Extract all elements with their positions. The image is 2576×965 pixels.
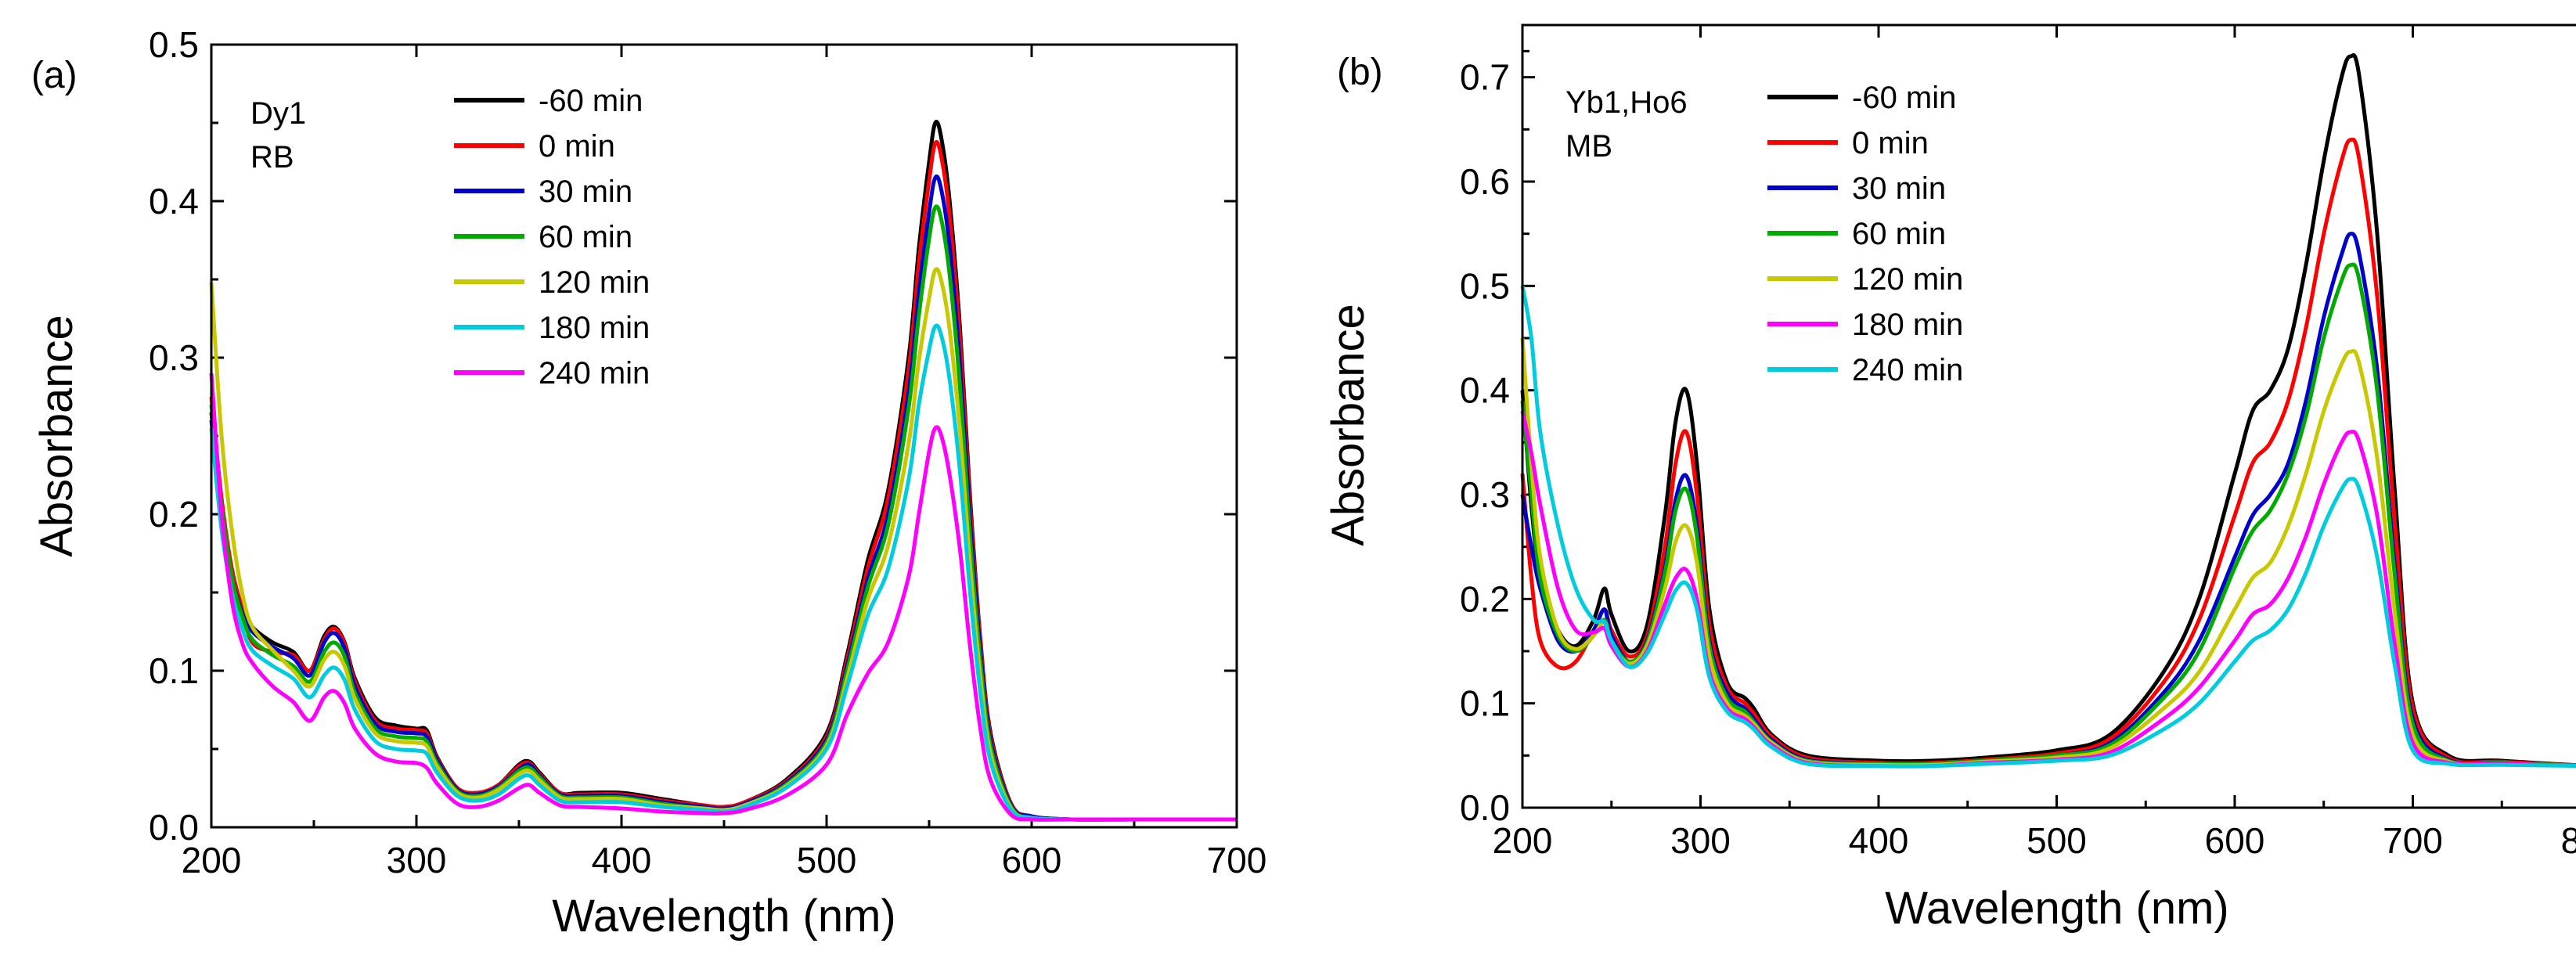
- x-tick-label: 200: [182, 840, 242, 880]
- x-tick-label: 600: [2205, 820, 2265, 861]
- legend-label: 60 min: [1852, 217, 1946, 251]
- plot-frame: [210, 43, 1238, 829]
- legend: -60 min 0 min 30 min 60 min 120 min 180 min 24…: [454, 84, 650, 391]
- y-tick-label: 0.3: [1460, 474, 1510, 515]
- legend: -60 min 0 min 30 min 60 min 120 min 180 min 24…: [1767, 81, 1963, 387]
- series-group: [209, 120, 1237, 822]
- series-line-30-min: [209, 174, 1237, 822]
- series-line-180-min: [1520, 410, 2576, 769]
- x-axis-label: Wavelength (nm): [552, 891, 895, 942]
- series-line-240-min: [209, 373, 1237, 822]
- x-tick-label: 700: [2383, 820, 2443, 861]
- annotation-line-2: MB: [1565, 129, 1612, 164]
- y-tick-label: 0.1: [149, 650, 199, 691]
- y-tick-label: 0.1: [1460, 683, 1510, 724]
- axis-ticks: [1521, 25, 2503, 809]
- legend-label: 0 min: [1852, 126, 1929, 160]
- series-line-120-min: [209, 267, 1237, 822]
- y-tick-label: 0.4: [149, 181, 199, 221]
- y-tick-label: 0.0: [149, 807, 199, 848]
- legend-label: 240 min: [539, 356, 650, 391]
- series-line-180-min: [209, 323, 1237, 822]
- y-tick-label: 0.3: [149, 337, 199, 378]
- x-tick-label: 500: [797, 840, 857, 880]
- annotation-line-2: RB: [250, 140, 294, 175]
- annotation-line-1: Yb1,Ho6: [1565, 85, 1688, 120]
- legend-label: 180 min: [1852, 308, 1963, 342]
- legend-label: -60 min: [1852, 81, 1956, 115]
- legend-label: 240 min: [1852, 353, 1963, 387]
- x-tick-label: 800: [2561, 820, 2576, 861]
- x-tick-label: 300: [1670, 820, 1731, 861]
- legend-label: 0 min: [539, 129, 615, 164]
- series-group: [1520, 52, 2576, 769]
- panel-label: (a): [31, 55, 77, 96]
- legend-label: 60 min: [539, 220, 632, 254]
- y-tick-label: 0.5: [1460, 265, 1510, 306]
- x-tick-label: 500: [2027, 820, 2087, 861]
- tick-labels: 200 300 400 500 600 700 0.0 0.1 0.2 0.3 0.4 0.5: [149, 24, 1266, 880]
- legend-label: 30 min: [539, 175, 632, 209]
- series-line-60-min: [1520, 262, 2576, 768]
- tick-labels: 200 300 400 500 600 700 800 0.0 0.1 0.2 0.3 0.4 0.5 0…: [1460, 57, 2576, 861]
- annotation-line-1: Dy1: [250, 96, 306, 131]
- x-tick-label: 400: [1849, 820, 1909, 861]
- y-tick-label: 0.6: [1460, 161, 1510, 202]
- y-tick-label: 0.2: [1460, 578, 1510, 619]
- x-tick-label: 300: [387, 840, 447, 880]
- legend-label: 120 min: [539, 265, 650, 300]
- series-line-240-min: [1520, 285, 2576, 769]
- panel-b: (b) Yb1,Ho6 MB Wavelength (nm) Absorbanc…: [1323, 23, 2576, 934]
- y-tick-label: 0.2: [149, 494, 199, 535]
- series-line--60-min: [1520, 52, 2576, 768]
- panel-label: (b): [1337, 52, 1383, 93]
- panel-a: (a) Dy1 RB Wavelength (nm) Absorbance 20…: [31, 24, 1266, 942]
- x-tick-label: 400: [592, 840, 652, 880]
- y-axis-label: Absorbance: [1323, 304, 1374, 546]
- y-tick-label: 0.7: [1460, 57, 1510, 98]
- x-tick-label: 200: [1493, 820, 1553, 861]
- series-line-0-min: [1520, 137, 2576, 768]
- legend-label: 30 min: [1852, 171, 1946, 206]
- y-axis-label: Absorbance: [31, 315, 82, 557]
- x-tick-label: 600: [1002, 840, 1062, 880]
- x-tick-label: 700: [1207, 840, 1267, 880]
- legend-label: -60 min: [539, 84, 643, 118]
- y-tick-label: 0.5: [149, 24, 199, 65]
- plot-frame: [1521, 23, 2576, 809]
- legend-label: 180 min: [539, 311, 650, 345]
- x-axis-label: Wavelength (nm): [1885, 883, 2228, 934]
- y-tick-label: 0.0: [1460, 787, 1510, 828]
- y-tick-label: 0.4: [1460, 370, 1510, 411]
- legend-label: 120 min: [1852, 262, 1963, 297]
